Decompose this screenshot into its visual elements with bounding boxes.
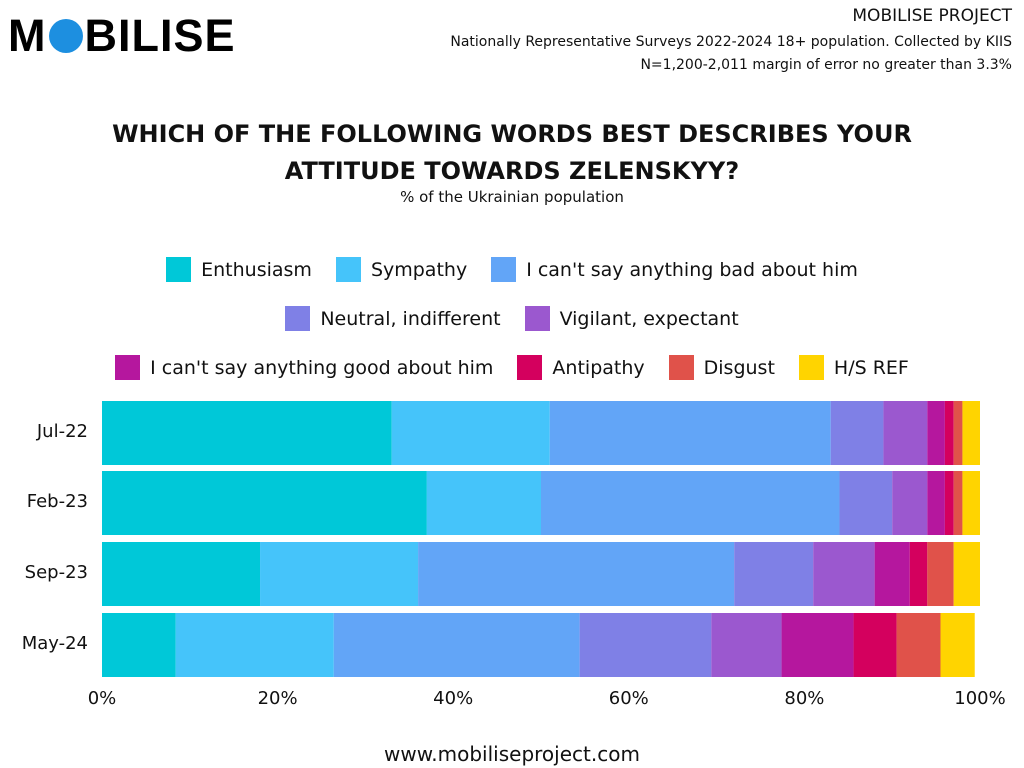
bar-segment xyxy=(927,542,954,606)
bar-segment xyxy=(102,471,427,535)
bar-segment xyxy=(953,401,963,465)
x-tick-label: 100% xyxy=(954,688,1006,709)
bar-segment xyxy=(940,613,975,677)
header-line2: N=1,200-2,011 margin of error no greater… xyxy=(640,57,1012,73)
bar-segment xyxy=(883,401,928,465)
bar-segment xyxy=(839,471,893,535)
legend-item: Disgust xyxy=(668,355,775,380)
chart-subtitle: % of the Ukrainian population xyxy=(400,188,624,206)
legend-swatch xyxy=(166,257,192,282)
y-tick-label: May-24 xyxy=(21,633,88,654)
bar-segment xyxy=(175,613,334,677)
x-tick-label: 60% xyxy=(608,688,649,709)
bar-segment xyxy=(962,401,980,465)
legend-swatch xyxy=(798,355,824,380)
bar-segment xyxy=(953,542,980,606)
bar-segment xyxy=(102,613,176,677)
logo: M BILISE xyxy=(8,10,236,61)
y-tick-label: Jul-22 xyxy=(36,421,88,442)
bar-segment xyxy=(896,613,941,677)
legend-swatch xyxy=(668,355,694,380)
legend-label: H/S REF xyxy=(833,356,909,379)
legend-label: I can't say anything good about him xyxy=(150,356,494,379)
legend-item: Vigilant, expectant xyxy=(524,306,739,331)
legend-label: Enthusiasm xyxy=(201,258,312,281)
bar-segment xyxy=(418,542,735,606)
y-tick-label: Feb-23 xyxy=(26,491,88,512)
bar-segment xyxy=(853,613,897,677)
legend-row: I can't say anything good about him Antip… xyxy=(0,355,1024,380)
bar-segment xyxy=(711,613,782,677)
legend-label: Sympathy xyxy=(370,258,468,281)
logo-emblem-icon xyxy=(48,19,83,53)
legend-label: Vigilant, expectant xyxy=(559,307,739,330)
bar-segment xyxy=(579,613,712,677)
legend-swatch xyxy=(335,257,361,282)
bar-segment xyxy=(953,471,963,535)
bar-segment xyxy=(874,542,910,606)
bar-segment xyxy=(927,401,945,465)
bar-segment xyxy=(944,401,954,465)
legend-item: H/S REF xyxy=(798,355,909,380)
y-tick-label: Sep-23 xyxy=(24,562,88,583)
bar-segment xyxy=(927,471,945,535)
bar-segment xyxy=(333,613,580,677)
bar-segment xyxy=(909,542,928,606)
bar-segment xyxy=(426,471,541,535)
legend-item: Sympathy xyxy=(335,257,468,282)
bar-segment xyxy=(102,542,261,606)
bar-segment xyxy=(391,401,550,465)
legend-label: Disgust xyxy=(703,356,775,379)
legend-label: I can't say anything bad about him xyxy=(526,258,858,281)
legend-swatch xyxy=(517,355,543,380)
legend-swatch xyxy=(491,257,517,282)
bar-segment xyxy=(781,613,854,677)
footer-url: www.mobiliseproject.com xyxy=(384,742,640,766)
bar-segment xyxy=(260,542,419,606)
legend-swatch xyxy=(285,306,311,331)
legend-swatch xyxy=(524,306,550,331)
legend-label: Antipathy xyxy=(552,356,645,379)
legend-item: Antipathy xyxy=(517,355,645,380)
header-org: MOBILISE PROJECT xyxy=(852,6,1012,26)
legend-item: Neutral, indifferent xyxy=(285,306,501,331)
x-tick-label: 20% xyxy=(257,688,298,709)
bar-segment xyxy=(830,401,884,465)
x-tick-label: 0% xyxy=(87,688,117,709)
legend-item: I can't say anything good about him xyxy=(115,355,493,380)
bar-segment xyxy=(734,542,814,606)
bar-segment xyxy=(813,542,875,606)
bar-segment xyxy=(541,471,840,535)
x-tick-label: 40% xyxy=(433,688,474,709)
x-tick-label: 80% xyxy=(784,688,825,709)
legend-swatch xyxy=(115,355,141,380)
legend-item: I can't say anything bad about him xyxy=(491,257,858,282)
bar-segment xyxy=(892,471,928,535)
header-line1: Nationally Representative Surveys 2022-2… xyxy=(450,34,1012,50)
bar-segment xyxy=(102,401,392,465)
legend-row: Neutral, indifferent Vigilant, expectant xyxy=(0,306,1024,331)
bar-segment xyxy=(962,471,980,535)
legend-label: Neutral, indifferent xyxy=(320,307,501,330)
legend-item: Enthusiasm xyxy=(166,257,312,282)
bar-segment xyxy=(549,401,831,465)
chart-title: WHICH OF THE FOLLOWING WORDS BEST DESCRI… xyxy=(112,120,912,185)
bar-segment xyxy=(944,471,954,535)
legend-row: Enthusiasm Sympathy I can't say anything b… xyxy=(0,257,1024,282)
